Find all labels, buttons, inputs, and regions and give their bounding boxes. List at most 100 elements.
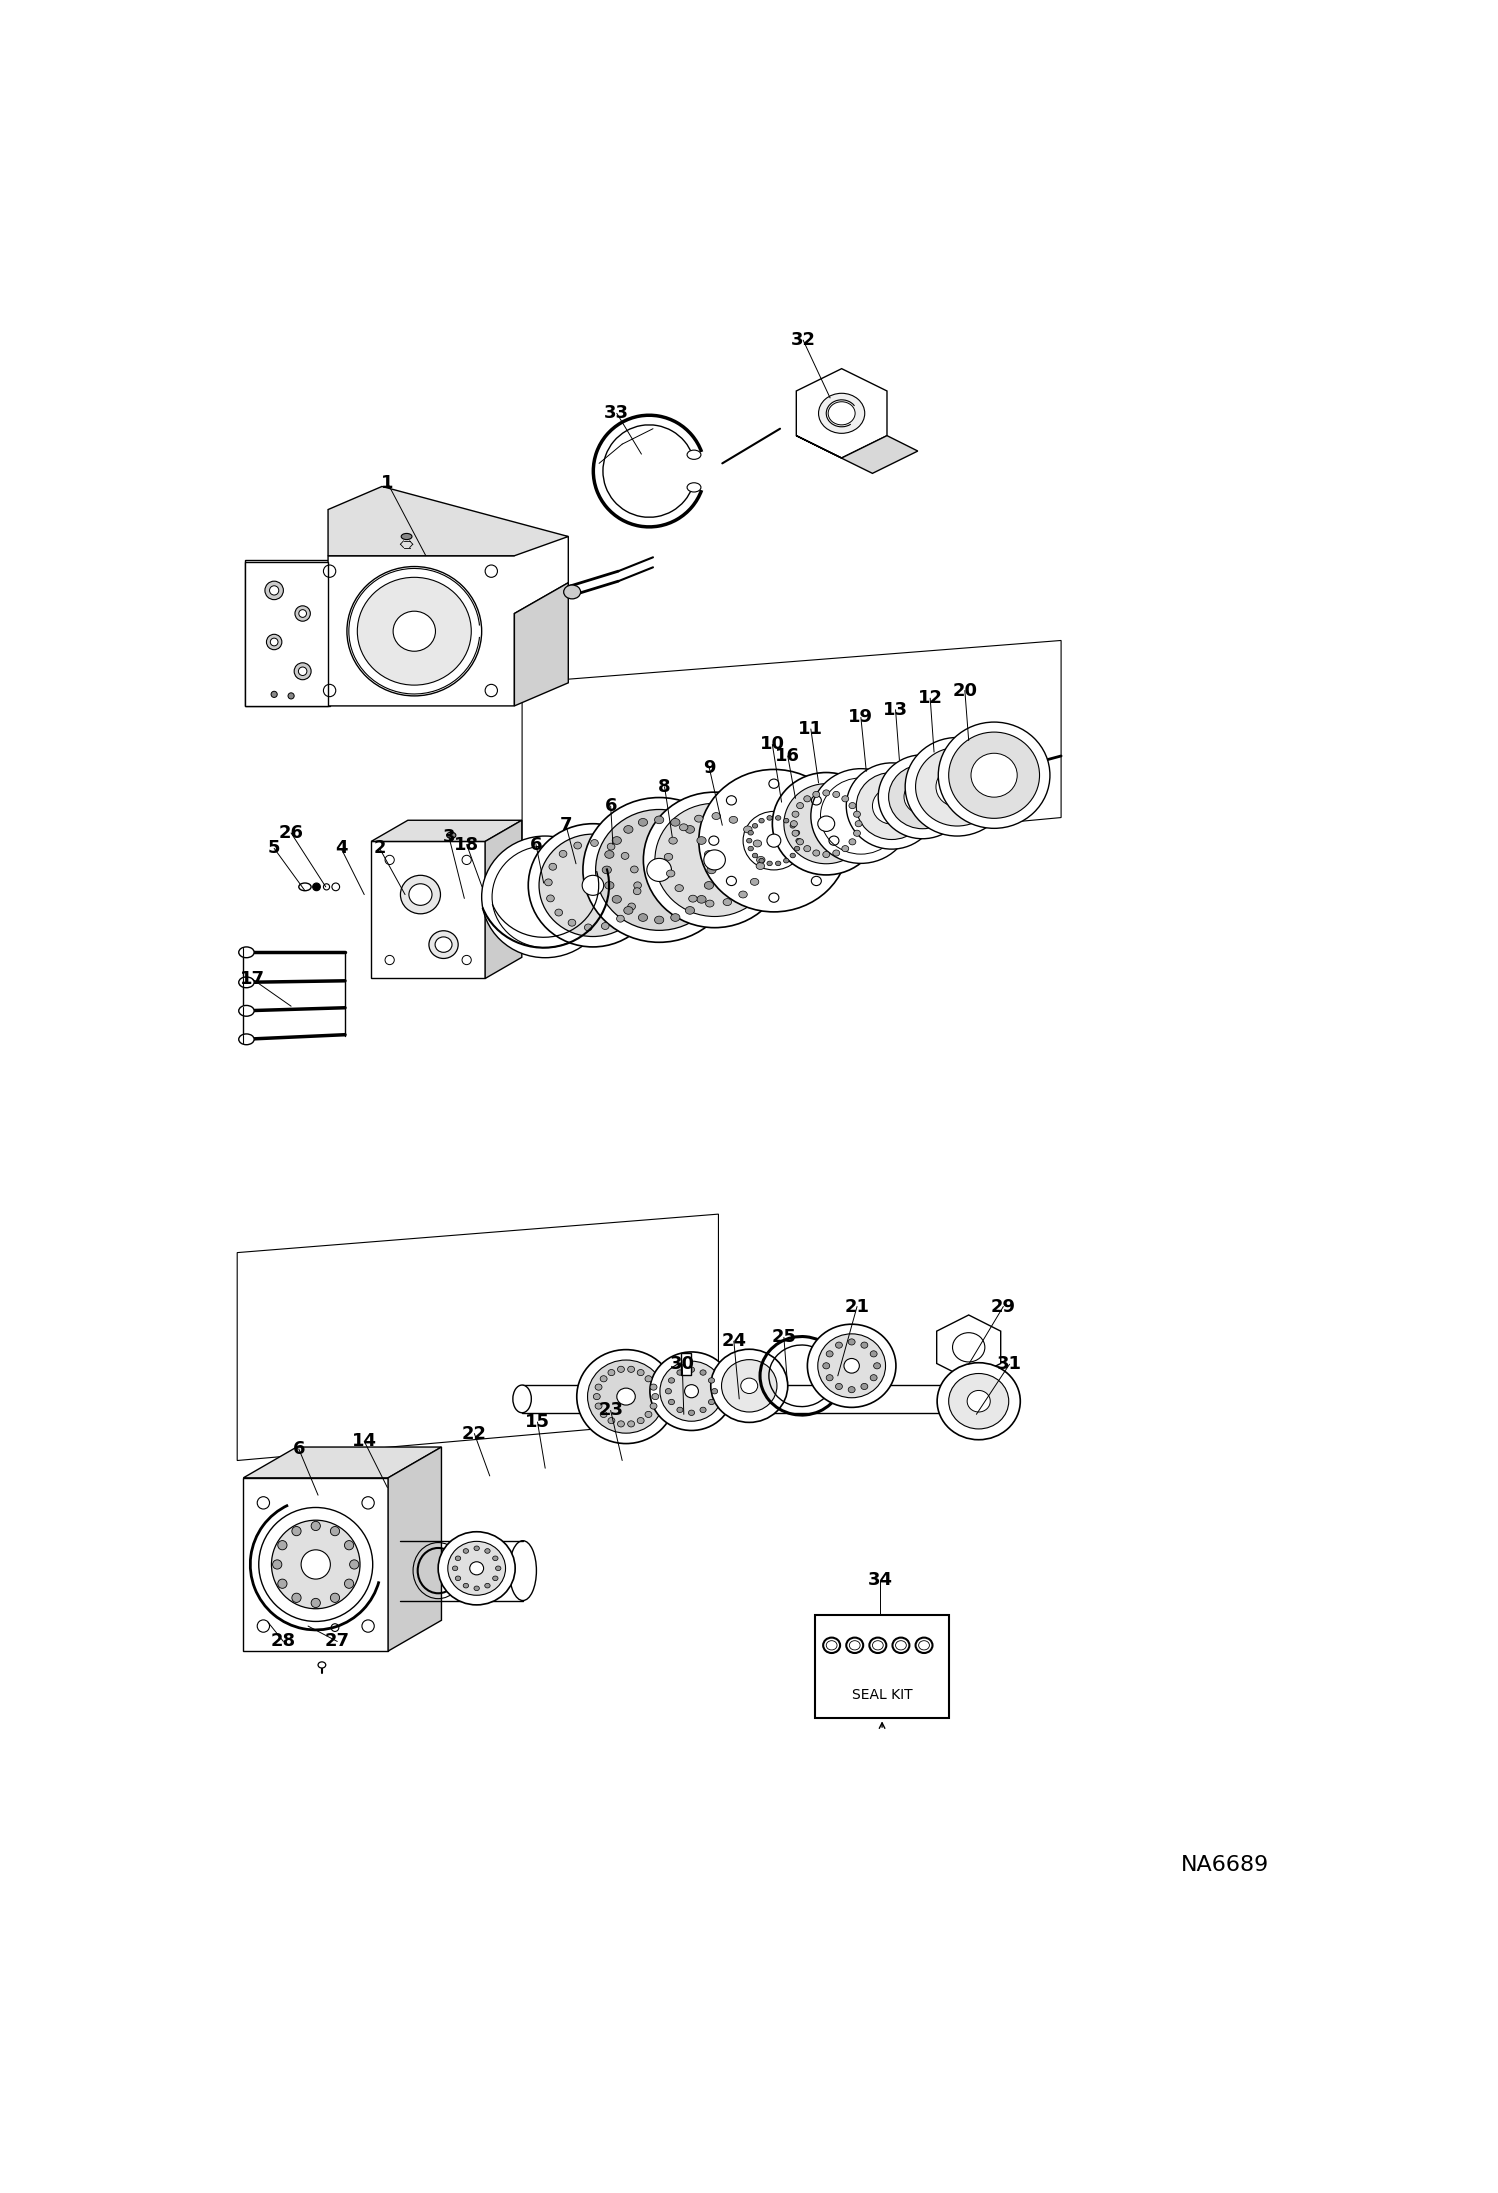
- Ellipse shape: [936, 768, 978, 807]
- Ellipse shape: [795, 838, 801, 842]
- Ellipse shape: [617, 1388, 635, 1406]
- Ellipse shape: [915, 748, 999, 827]
- Ellipse shape: [797, 838, 803, 844]
- Ellipse shape: [742, 1377, 758, 1393]
- Ellipse shape: [647, 857, 671, 882]
- Ellipse shape: [482, 836, 608, 958]
- Ellipse shape: [833, 851, 840, 855]
- Ellipse shape: [789, 853, 795, 857]
- Ellipse shape: [590, 840, 598, 846]
- Ellipse shape: [822, 851, 830, 857]
- Polygon shape: [523, 640, 1061, 868]
- Ellipse shape: [637, 1417, 644, 1423]
- Ellipse shape: [905, 737, 1010, 836]
- Ellipse shape: [333, 884, 340, 890]
- Ellipse shape: [238, 1004, 255, 1015]
- Text: 17: 17: [240, 969, 265, 989]
- Ellipse shape: [324, 884, 330, 890]
- Ellipse shape: [746, 838, 752, 842]
- Ellipse shape: [888, 765, 956, 829]
- Ellipse shape: [428, 930, 458, 958]
- Ellipse shape: [650, 1404, 658, 1410]
- Ellipse shape: [854, 811, 860, 818]
- Ellipse shape: [559, 851, 566, 857]
- Ellipse shape: [709, 1377, 715, 1384]
- Ellipse shape: [238, 1033, 255, 1044]
- Ellipse shape: [295, 605, 310, 621]
- Ellipse shape: [613, 838, 622, 844]
- Text: 23: 23: [598, 1401, 623, 1419]
- Ellipse shape: [595, 1384, 602, 1390]
- Ellipse shape: [638, 914, 647, 921]
- Ellipse shape: [273, 1559, 282, 1568]
- Ellipse shape: [608, 1417, 614, 1423]
- Text: 13: 13: [882, 702, 908, 719]
- Ellipse shape: [646, 1375, 652, 1382]
- Ellipse shape: [605, 851, 614, 857]
- Ellipse shape: [813, 851, 819, 855]
- Ellipse shape: [783, 818, 789, 822]
- Ellipse shape: [968, 1390, 990, 1412]
- Ellipse shape: [605, 882, 614, 888]
- Ellipse shape: [857, 772, 927, 840]
- Ellipse shape: [685, 906, 695, 914]
- Ellipse shape: [948, 1373, 1008, 1430]
- Ellipse shape: [463, 1583, 469, 1588]
- Ellipse shape: [298, 610, 307, 618]
- Ellipse shape: [452, 1566, 458, 1570]
- Ellipse shape: [783, 857, 789, 864]
- Ellipse shape: [689, 1410, 695, 1414]
- Ellipse shape: [849, 838, 855, 844]
- Text: 16: 16: [776, 748, 800, 765]
- Ellipse shape: [743, 827, 752, 833]
- Ellipse shape: [617, 1366, 625, 1373]
- Ellipse shape: [854, 831, 860, 836]
- Ellipse shape: [664, 853, 673, 860]
- Ellipse shape: [617, 914, 625, 923]
- Ellipse shape: [634, 882, 641, 888]
- Ellipse shape: [349, 1559, 360, 1568]
- Ellipse shape: [688, 450, 701, 458]
- Ellipse shape: [776, 816, 780, 820]
- Text: SEAL KIT: SEAL KIT: [852, 1689, 912, 1702]
- Ellipse shape: [828, 401, 855, 425]
- Ellipse shape: [563, 586, 581, 599]
- Text: 30: 30: [670, 1355, 695, 1373]
- Ellipse shape: [818, 1333, 885, 1397]
- Ellipse shape: [601, 923, 610, 930]
- Ellipse shape: [628, 1421, 635, 1428]
- Ellipse shape: [748, 831, 753, 836]
- Text: 21: 21: [845, 1298, 869, 1316]
- Ellipse shape: [665, 1388, 671, 1395]
- Ellipse shape: [807, 1325, 896, 1408]
- Text: 9: 9: [703, 759, 716, 776]
- Polygon shape: [328, 487, 568, 555]
- Ellipse shape: [938, 1362, 1020, 1441]
- Text: 25: 25: [771, 1329, 797, 1347]
- Ellipse shape: [318, 1662, 325, 1669]
- Ellipse shape: [813, 792, 819, 798]
- Text: 1: 1: [380, 474, 394, 491]
- Ellipse shape: [704, 851, 713, 857]
- Ellipse shape: [298, 667, 307, 675]
- Text: 20: 20: [953, 682, 977, 700]
- Ellipse shape: [767, 862, 773, 866]
- Ellipse shape: [301, 1550, 331, 1579]
- Ellipse shape: [473, 1586, 479, 1590]
- Text: 24: 24: [722, 1331, 746, 1351]
- Ellipse shape: [677, 1408, 683, 1412]
- Ellipse shape: [948, 732, 1040, 818]
- Text: 18: 18: [454, 836, 479, 853]
- Polygon shape: [328, 537, 568, 706]
- Text: 4: 4: [336, 840, 348, 857]
- Ellipse shape: [277, 1579, 288, 1588]
- Polygon shape: [244, 559, 330, 706]
- Polygon shape: [797, 368, 887, 458]
- Ellipse shape: [547, 895, 554, 901]
- Polygon shape: [243, 1447, 442, 1478]
- Polygon shape: [237, 1215, 719, 1461]
- Ellipse shape: [789, 825, 795, 829]
- Ellipse shape: [667, 871, 676, 877]
- Ellipse shape: [277, 1542, 288, 1550]
- Ellipse shape: [688, 482, 701, 491]
